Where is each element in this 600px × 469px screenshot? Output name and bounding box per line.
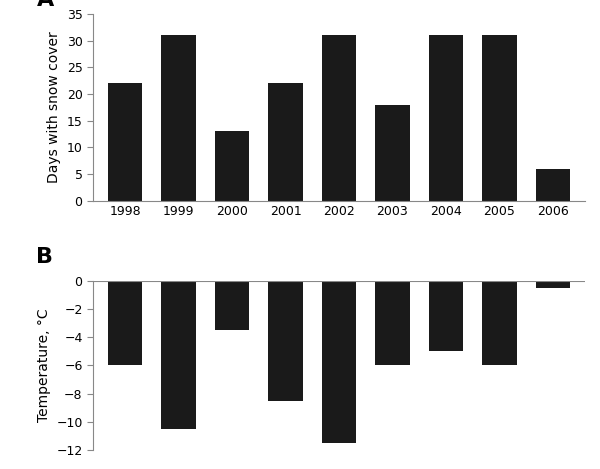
Bar: [268, 280, 303, 401]
Bar: [161, 280, 196, 429]
Bar: [322, 35, 356, 201]
Bar: [482, 280, 517, 365]
Y-axis label: Days with snow cover: Days with snow cover: [47, 31, 61, 183]
Bar: [108, 280, 142, 365]
Bar: [322, 280, 356, 443]
Bar: [268, 83, 303, 201]
Bar: [536, 280, 570, 288]
Bar: [536, 168, 570, 201]
Bar: [108, 83, 142, 201]
Bar: [482, 35, 517, 201]
Bar: [215, 131, 250, 201]
Bar: [161, 35, 196, 201]
Text: A: A: [37, 0, 53, 10]
Bar: [375, 105, 410, 201]
Y-axis label: Temperature, °C: Temperature, °C: [37, 309, 50, 422]
Bar: [375, 280, 410, 365]
Bar: [215, 280, 250, 330]
Bar: [428, 280, 463, 351]
Bar: [428, 35, 463, 201]
Text: B: B: [37, 247, 53, 267]
